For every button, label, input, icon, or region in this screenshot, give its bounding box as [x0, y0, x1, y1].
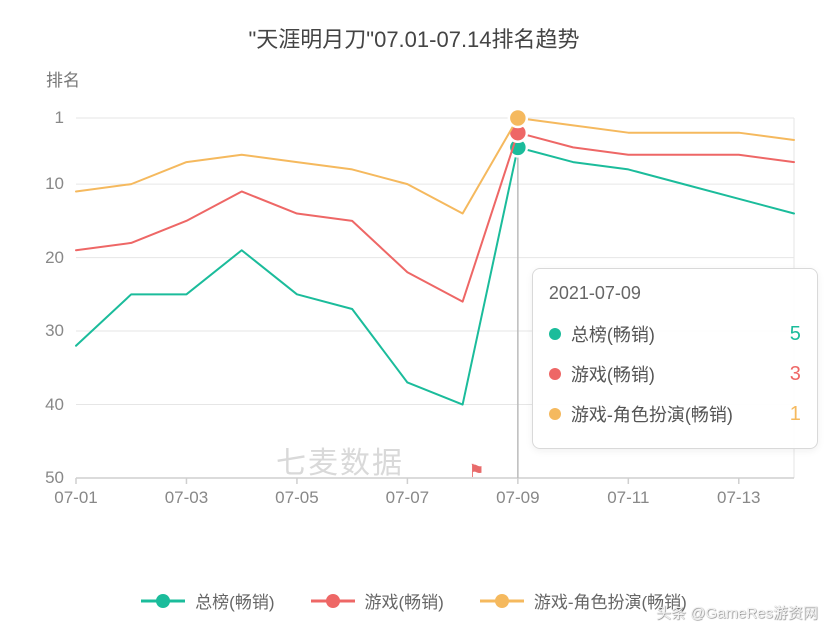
series-dot-icon — [549, 368, 561, 380]
chart-title: "天涯明月刀"07.01-07.14排名趋势 — [0, 0, 828, 54]
tooltip-series-label: 游戏(畅销) — [571, 361, 790, 387]
xtick: 07-05 — [275, 478, 318, 508]
flag-marker: ⚑ — [468, 461, 484, 482]
ytick: 10 — [45, 174, 76, 194]
ytick: 30 — [45, 321, 76, 341]
legend-item[interactable]: 总榜(畅销) — [141, 588, 274, 613]
legend-item[interactable]: 游戏(畅销) — [311, 588, 444, 613]
xtick: 07-03 — [165, 478, 208, 508]
xtick: 07-07 — [386, 478, 429, 508]
tooltip-row: 游戏(畅销)3 — [549, 354, 801, 394]
attribution: 头条 @GameRes游资网 — [656, 602, 818, 623]
tooltip-series-value: 3 — [790, 363, 801, 386]
y-axis-label: 排名 — [46, 66, 80, 91]
ytick: 1 — [55, 108, 76, 128]
tooltip-series-value: 1 — [790, 403, 801, 426]
xtick: 07-13 — [717, 478, 760, 508]
xtick: 07-11 — [607, 478, 649, 508]
legend-label: 游戏(畅销) — [365, 588, 444, 613]
tooltip-series-label: 游戏-角色扮演(畅销) — [571, 401, 790, 427]
tooltip-date: 2021-07-09 — [549, 283, 801, 304]
chart-plot-area: 七麦数据 11020304050 07-0107-0307-0507-0707-… — [76, 118, 794, 478]
ytick: 40 — [45, 395, 76, 415]
tooltip-row: 总榜(畅销)5 — [549, 314, 801, 354]
tooltip-series-label: 总榜(畅销) — [571, 321, 790, 347]
xtick: 07-09 — [496, 478, 539, 508]
series-dot-icon — [549, 408, 561, 420]
legend-swatch-icon — [141, 594, 185, 608]
series-dot-icon — [549, 328, 561, 340]
ytick: 20 — [45, 248, 76, 268]
legend-label: 总榜(畅销) — [195, 588, 274, 613]
tooltip: 2021-07-09 总榜(畅销)5游戏(畅销)3游戏-角色扮演(畅销)1 — [532, 268, 818, 449]
tooltip-series-value: 5 — [790, 323, 801, 346]
xtick: 07-01 — [54, 478, 97, 508]
legend-swatch-icon — [311, 594, 355, 608]
tooltip-row: 游戏-角色扮演(畅销)1 — [549, 394, 801, 434]
legend-swatch-icon — [480, 594, 524, 608]
